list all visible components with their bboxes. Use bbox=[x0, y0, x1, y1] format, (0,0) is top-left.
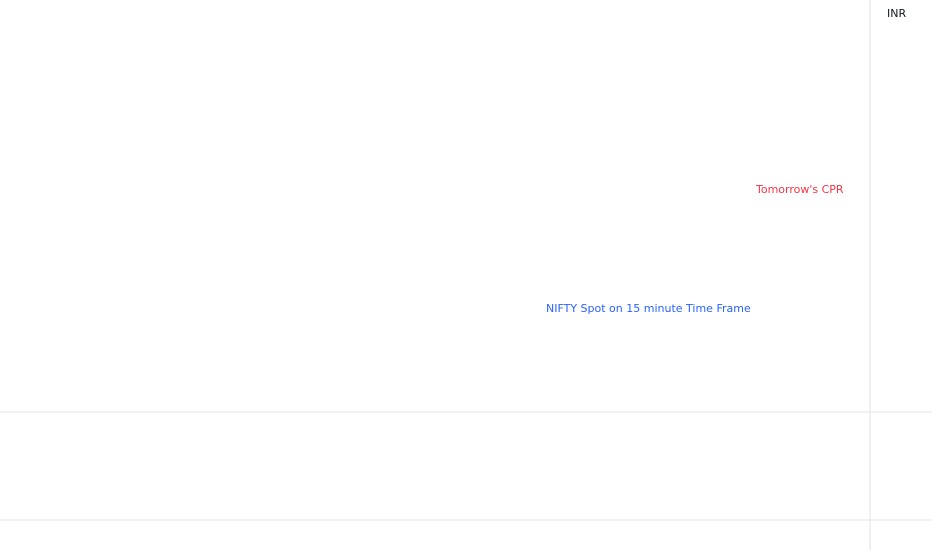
currency: INR bbox=[887, 7, 906, 20]
annotation: NIFTY Spot on 15 minute Time Frame bbox=[546, 302, 751, 315]
cpr-note: Tomorrow's CPR bbox=[755, 183, 844, 196]
